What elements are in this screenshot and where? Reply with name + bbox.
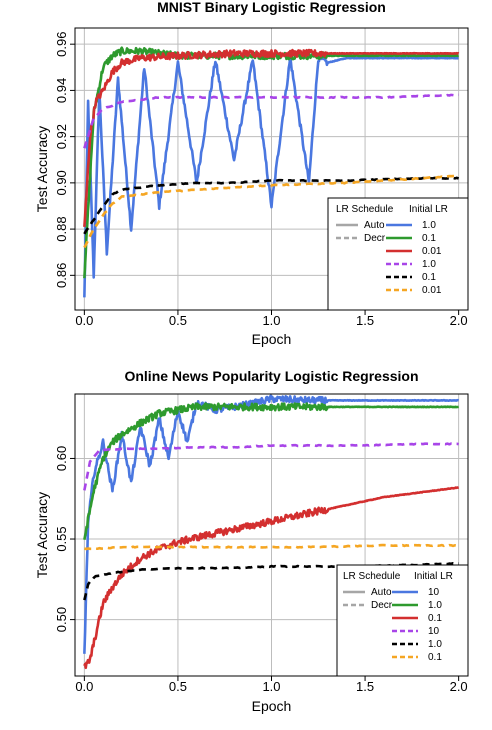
series-line-decr-1.0 <box>83 93 459 149</box>
y-tick-label: 0.88 <box>54 216 69 241</box>
legend-lr-label: 0.1 <box>422 272 436 283</box>
y-axis-label: Test Accuracy <box>34 492 50 578</box>
series-line-decr-0.1 <box>83 176 460 235</box>
x-tick-label: 0.0 <box>75 679 93 694</box>
legend-header-lr: Initial LR <box>409 204 448 215</box>
x-axis-label: Epoch <box>252 698 292 714</box>
legend-lr-label: 0.1 <box>422 233 436 244</box>
legend-box <box>327 197 469 311</box>
x-tick-label: 0.5 <box>169 313 187 328</box>
x-tick-label: 1.0 <box>262 679 280 694</box>
x-tick-label: 1.5 <box>356 313 374 328</box>
y-tick-label: 0.55 <box>54 526 69 551</box>
legend-lr-label: 10 <box>428 626 440 637</box>
series-line-auto-0.01 <box>83 48 460 227</box>
chart-1: MNIST Binary Logistic Regression 0.0 0.5 1.… <box>34 0 469 347</box>
y-tick-label: 0.92 <box>54 124 69 149</box>
legend-lr-label: 10 <box>428 587 440 598</box>
y-tick-label: 0.90 <box>54 170 69 195</box>
series-line-auto-10 <box>83 394 460 654</box>
x-tick-label: 0.5 <box>169 679 187 694</box>
legend-lr-label: 1.0 <box>422 220 436 231</box>
legend-header-schedule: LR Schedule <box>336 204 394 215</box>
series-line-decr-1.0 <box>83 561 459 601</box>
legend-lr-label: 0.1 <box>428 652 442 663</box>
chart-2: Online News Popularity Logistic Regressi… <box>34 368 469 714</box>
legend-style-label: Decr <box>364 233 386 244</box>
series-line-auto-1.0 <box>83 54 460 298</box>
legend-lr-label: 0.01 <box>422 246 442 257</box>
y-tick-label: 0.94 <box>54 78 69 103</box>
x-tick-label: 2.0 <box>450 313 468 328</box>
y-tick-label: 0.86 <box>54 263 69 288</box>
x-tick-label: 2.0 <box>450 679 468 694</box>
legend-style-label: Auto <box>371 587 392 598</box>
series-line-auto-0.1 <box>83 486 460 670</box>
legend-style-label: Decr <box>371 600 393 611</box>
x-tick-label: 1.5 <box>356 679 374 694</box>
x-tick-label: 0.0 <box>75 313 93 328</box>
legend-header-lr: Initial LR <box>414 571 453 582</box>
x-axis-label: Epoch <box>252 331 292 347</box>
series-group <box>83 46 460 298</box>
y-tick-label: 0.50 <box>54 607 69 632</box>
y-tick-label: 0.96 <box>54 32 69 57</box>
series-line-decr-10 <box>83 442 459 491</box>
series-line-decr-0.01 <box>83 174 459 249</box>
chart-title: MNIST Binary Logistic Regression <box>157 0 386 15</box>
legend-lr-label: 1.0 <box>428 639 442 650</box>
x-tick-label: 1.0 <box>262 313 280 328</box>
legend-header-schedule: LR Schedule <box>343 571 401 582</box>
y-tick-label: 0.60 <box>54 446 69 471</box>
series-line-auto-1.0 <box>83 402 460 541</box>
legend-lr-label: 0.01 <box>422 285 442 296</box>
legend-lr-label: 1.0 <box>428 600 442 611</box>
y-axis-label: Test Accuracy <box>34 126 50 212</box>
legend-lr-label: 0.1 <box>428 613 442 624</box>
legend: LR Schedule Initial LR Auto Decr 1.0 0.1 0.01 1… <box>327 197 469 311</box>
chart-title: Online News Popularity Logistic Regressi… <box>124 368 418 384</box>
series-group <box>83 394 460 670</box>
series-line-decr-0.1 <box>84 543 459 551</box>
legend-lr-label: 1.0 <box>422 259 436 270</box>
legend-style-label: Auto <box>364 220 385 231</box>
legend: LR Schedule Initial LR Auto Decr 10 1.0 0.1 10 1… <box>336 564 469 677</box>
